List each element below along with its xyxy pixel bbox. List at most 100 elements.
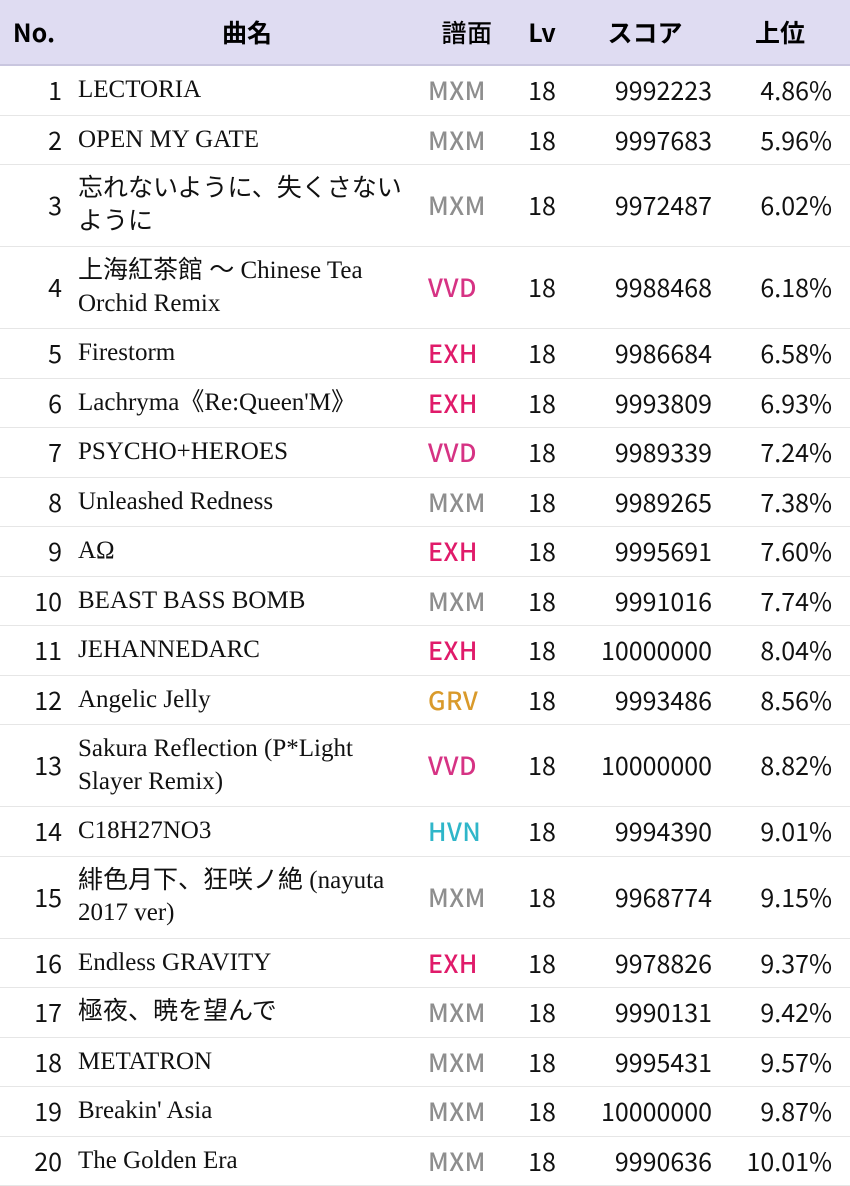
cell-no: 16 (0, 938, 72, 988)
cell-chart: MXM (422, 1087, 512, 1137)
table-row[interactable]: 1LECTORIAMXM1899922234.86% (0, 65, 850, 115)
table-row[interactable]: 18METATRONMXM1899954319.57% (0, 1037, 850, 1087)
cell-rank: 9.42% (722, 988, 850, 1038)
cell-score: 9989265 (572, 477, 722, 527)
cell-lv: 18 (512, 1037, 572, 1087)
header-rank[interactable]: 上位 (722, 0, 850, 65)
cell-title: Angelic Jelly (72, 675, 422, 725)
cell-title: AΩ (72, 527, 422, 577)
cell-chart: VVD (422, 247, 512, 329)
cell-no: 5 (0, 329, 72, 379)
header-score[interactable]: スコア (572, 0, 722, 65)
cell-title: Endless GRAVITY (72, 938, 422, 988)
table-row[interactable]: 19Breakin' AsiaMXM18100000009.87% (0, 1087, 850, 1137)
cell-rank: 8.04% (722, 626, 850, 676)
cell-no: 17 (0, 988, 72, 1038)
cell-score: 9989339 (572, 428, 722, 478)
cell-no: 11 (0, 626, 72, 676)
cell-no: 20 (0, 1136, 72, 1186)
table-row[interactable]: 17極夜、暁を望んでMXM1899901319.42% (0, 988, 850, 1038)
table-row[interactable]: 13Sakura Reflection (P*Light Slayer Remi… (0, 725, 850, 807)
table-row[interactable]: 14C18H27NO3HVN1899943909.01% (0, 807, 850, 857)
cell-no: 19 (0, 1087, 72, 1137)
cell-chart: EXH (422, 329, 512, 379)
table-row[interactable]: 9AΩEXH1899956917.60% (0, 527, 850, 577)
cell-title: The Golden Era (72, 1136, 422, 1186)
cell-rank: 6.93% (722, 378, 850, 428)
cell-score: 10000000 (572, 725, 722, 807)
cell-no: 14 (0, 807, 72, 857)
cell-title: BEAST BASS BOMB (72, 576, 422, 626)
cell-chart: VVD (422, 428, 512, 478)
cell-lv: 18 (512, 477, 572, 527)
table-row[interactable]: 4上海紅茶館 〜 Chinese Tea Orchid RemixVVD1899… (0, 247, 850, 329)
cell-no: 9 (0, 527, 72, 577)
table-row[interactable]: 7PSYCHO+HEROESVVD1899893397.24% (0, 428, 850, 478)
cell-score: 9972487 (572, 165, 722, 247)
cell-title: JEHANNEDARC (72, 626, 422, 676)
cell-rank: 9.87% (722, 1087, 850, 1137)
cell-lv: 18 (512, 856, 572, 938)
cell-rank: 9.15% (722, 856, 850, 938)
cell-lv: 18 (512, 626, 572, 676)
cell-no: 8 (0, 477, 72, 527)
cell-rank: 6.18% (722, 247, 850, 329)
header-title[interactable]: 曲名 (72, 0, 422, 65)
cell-chart: EXH (422, 626, 512, 676)
cell-no: 12 (0, 675, 72, 725)
cell-chart: MXM (422, 165, 512, 247)
table-row[interactable]: 6Lachryma《Re:Queen'M》EXH1899938096.93% (0, 378, 850, 428)
cell-title: 緋色月下、狂咲ノ絶 (nayuta 2017 ver) (72, 856, 422, 938)
cell-lv: 18 (512, 807, 572, 857)
table-row[interactable]: 10BEAST BASS BOMBMXM1899910167.74% (0, 576, 850, 626)
header-lv[interactable]: Lv (512, 0, 572, 65)
cell-chart: GRV (422, 675, 512, 725)
cell-title: Sakura Reflection (P*Light Slayer Remix) (72, 725, 422, 807)
cell-rank: 8.56% (722, 675, 850, 725)
cell-score: 9995431 (572, 1037, 722, 1087)
cell-title: PSYCHO+HEROES (72, 428, 422, 478)
table-row[interactable]: 11JEHANNEDARCEXH18100000008.04% (0, 626, 850, 676)
table-row[interactable]: 2OPEN MY GATEMXM1899976835.96% (0, 115, 850, 165)
cell-chart: EXH (422, 527, 512, 577)
cell-score: 9993809 (572, 378, 722, 428)
table-body: 1LECTORIAMXM1899922234.86%2OPEN MY GATEM… (0, 65, 850, 1186)
cell-title: METATRON (72, 1037, 422, 1087)
cell-no: 4 (0, 247, 72, 329)
cell-score: 9986684 (572, 329, 722, 379)
table-row[interactable]: 16Endless GRAVITYEXH1899788269.37% (0, 938, 850, 988)
cell-chart: MXM (422, 477, 512, 527)
cell-score: 9978826 (572, 938, 722, 988)
cell-chart: HVN (422, 807, 512, 857)
cell-score: 9995691 (572, 527, 722, 577)
cell-chart: MXM (422, 988, 512, 1038)
cell-rank: 7.24% (722, 428, 850, 478)
table-row[interactable]: 15緋色月下、狂咲ノ絶 (nayuta 2017 ver)MXM18996877… (0, 856, 850, 938)
cell-lv: 18 (512, 527, 572, 577)
cell-rank: 5.96% (722, 115, 850, 165)
cell-score: 9990636 (572, 1136, 722, 1186)
cell-lv: 18 (512, 65, 572, 115)
header-chart[interactable]: 譜面 (422, 0, 512, 65)
table-row[interactable]: 12Angelic JellyGRV1899934868.56% (0, 675, 850, 725)
cell-lv: 18 (512, 428, 572, 478)
cell-lv: 18 (512, 329, 572, 379)
cell-title: C18H27NO3 (72, 807, 422, 857)
header-no[interactable]: No. (0, 0, 72, 65)
cell-lv: 18 (512, 988, 572, 1038)
cell-rank: 7.60% (722, 527, 850, 577)
table-row[interactable]: 3忘れないように、失くさないようにMXM1899724876.02% (0, 165, 850, 247)
cell-no: 13 (0, 725, 72, 807)
cell-lv: 18 (512, 115, 572, 165)
cell-rank: 10.01% (722, 1136, 850, 1186)
cell-no: 3 (0, 165, 72, 247)
table-row[interactable]: 5FirestormEXH1899866846.58% (0, 329, 850, 379)
cell-rank: 9.01% (722, 807, 850, 857)
table-row[interactable]: 20The Golden EraMXM18999063610.01% (0, 1136, 850, 1186)
cell-title: Unleashed Redness (72, 477, 422, 527)
table-row[interactable]: 8Unleashed RednessMXM1899892657.38% (0, 477, 850, 527)
cell-lv: 18 (512, 1087, 572, 1137)
cell-rank: 4.86% (722, 65, 850, 115)
cell-score: 9991016 (572, 576, 722, 626)
cell-chart: MXM (422, 856, 512, 938)
